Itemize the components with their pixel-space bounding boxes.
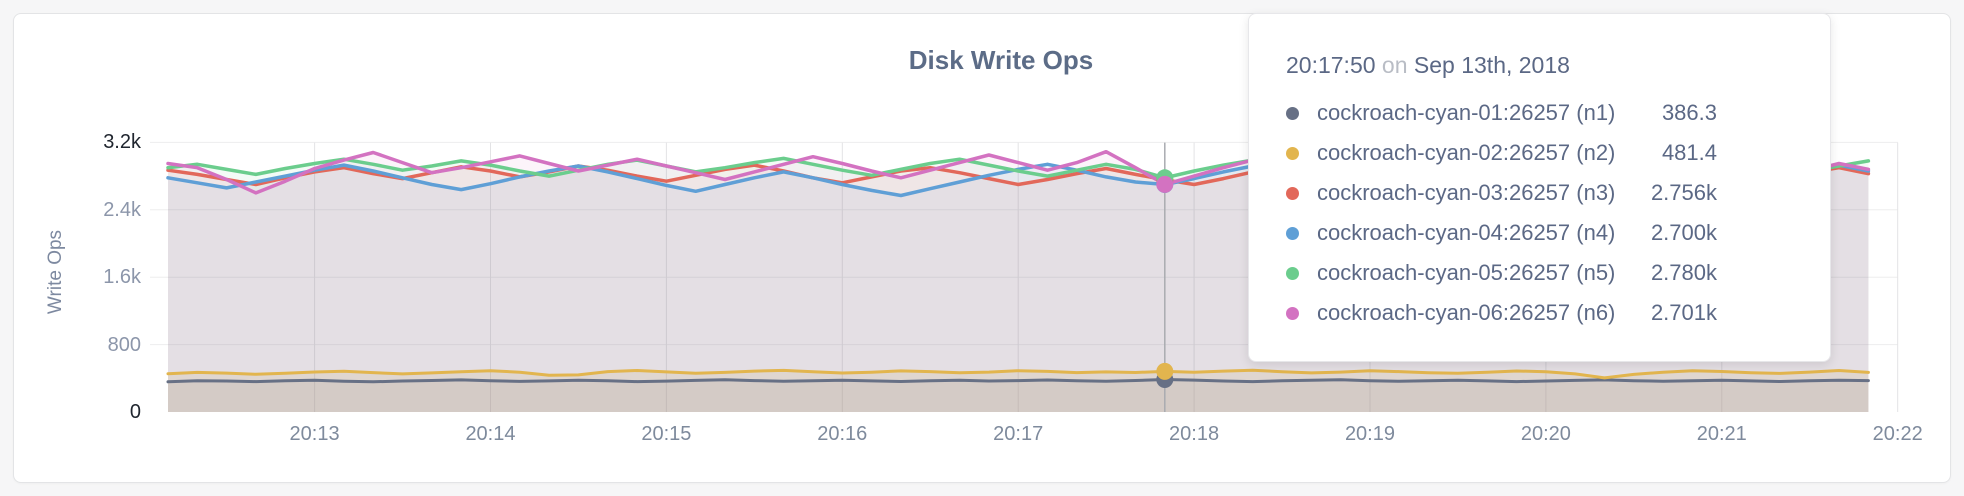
tooltip-on-word: on: [1381, 52, 1408, 78]
tooltip-series-name: cockroach-cyan-02:26257 (n2): [1317, 140, 1616, 165]
chart-title: Disk Write Ops: [908, 45, 1094, 75]
tooltip-series-name: cockroach-cyan-03:26257 (n3): [1317, 180, 1616, 205]
tooltip-row: cockroach-cyan-05:26257 (n5) 2.780k: [1286, 253, 1830, 293]
series-dot-icon: [1286, 306, 1299, 320]
x-tick-label: 20:13: [289, 423, 340, 445]
series-line-n2: [166, 368, 1870, 380]
series-dot-icon: [1286, 146, 1299, 160]
hover-tooltip: 20:17:50 on Sep 13th, 2018 cockroach-cya…: [1248, 13, 1831, 362]
tooltip-row: cockroach-cyan-02:26257 (n2) 481.4: [1286, 133, 1830, 173]
x-tick-label: 20:20: [1520, 423, 1571, 445]
tooltip-series-name: cockroach-cyan-04:26257 (n4): [1317, 220, 1616, 245]
tooltip-row: cockroach-cyan-06:26257 (n6) 2.701k: [1286, 293, 1830, 333]
y-tick-label: 800: [107, 333, 141, 356]
series-dot-icon: [1286, 226, 1299, 240]
tooltip-rows: cockroach-cyan-01:26257 (n1) 386.3 cockroa…: [1286, 93, 1830, 333]
series-dot-icon: [1286, 186, 1299, 200]
y-tick-label: 0: [129, 401, 141, 423]
y-tick-label: 2.4k: [103, 198, 141, 221]
hover-dot-n6: [1156, 175, 1174, 193]
tooltip-row: cockroach-cyan-01:26257 (n1) 386.3: [1286, 93, 1830, 133]
tooltip-series-value: 2.700k: [1650, 220, 1717, 245]
tooltip-date: Sep 13th, 2018: [1413, 52, 1570, 78]
tooltip-series-value: 481.4: [1661, 140, 1717, 165]
y-tick-label: 1.6k: [103, 266, 141, 289]
x-tick-label: 20:14: [465, 423, 516, 445]
tooltip-header: 20:17:50 on Sep 13th, 2018: [1286, 50, 1830, 80]
tooltip-row: cockroach-cyan-04:26257 (n4) 2.700k: [1286, 213, 1830, 253]
tooltip-series-name: cockroach-cyan-01:26257 (n1): [1317, 100, 1616, 125]
tooltip-series-value: 2.701k: [1650, 300, 1717, 325]
x-tick-label: 20:22: [1872, 423, 1923, 445]
hover-dot-n2: [1156, 362, 1174, 380]
x-tick-label: 20:16: [817, 423, 868, 445]
y-tick-label: 3.2k: [103, 131, 141, 154]
tooltip-series-value: 2.780k: [1650, 260, 1717, 285]
x-tick-label: 20:17: [993, 423, 1044, 445]
tooltip-series-value: 386.3: [1661, 100, 1717, 125]
series-dot-icon: [1286, 266, 1299, 280]
tooltip-time: 20:17:50: [1286, 52, 1376, 78]
x-tick-label: 20:21: [1696, 423, 1747, 445]
tooltip-series-name: cockroach-cyan-06:26257 (n6): [1317, 300, 1616, 325]
x-tick-label: 20:19: [1344, 423, 1395, 445]
tooltip-row: cockroach-cyan-03:26257 (n3) 2.756k: [1286, 173, 1830, 213]
tooltip-series-name: cockroach-cyan-05:26257 (n5): [1317, 260, 1616, 285]
series-line-n1: [166, 378, 1870, 384]
series-dot-icon: [1286, 106, 1299, 120]
tooltip-series-value: 2.756k: [1650, 180, 1717, 205]
x-tick-label: 20:15: [641, 423, 692, 445]
series-area-n1: [168, 379, 1869, 412]
x-tick-label: 20:18: [1169, 423, 1220, 445]
